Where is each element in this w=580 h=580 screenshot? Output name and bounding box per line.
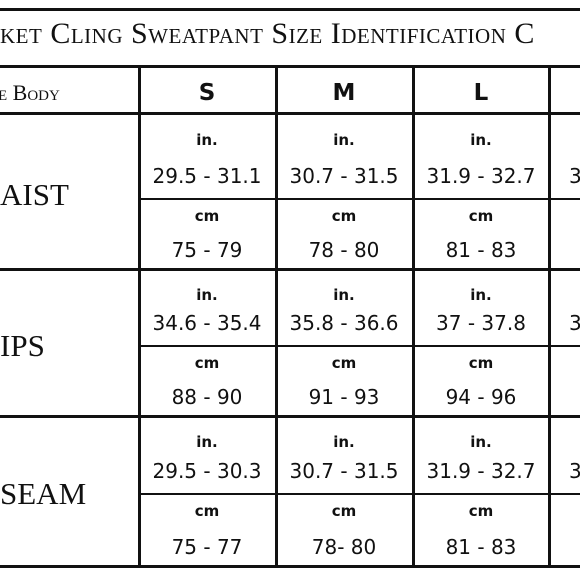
measurement: 30.7 - 31.5 (289, 459, 399, 483)
measurement: 38 (569, 311, 580, 335)
unit-label: in. (470, 286, 492, 304)
size-heading: M (332, 80, 356, 106)
measurement: 29.5 - 30.3 (152, 459, 262, 483)
header-label: e Body (0, 80, 60, 105)
chart-title: ket Cling Sweatpant Size Identification … (0, 17, 535, 50)
measurement: 81 - 83 (445, 535, 517, 559)
measurement: 75 - 77 (171, 535, 243, 559)
measurement: 34.6 - 35.4 (152, 311, 262, 335)
unit-label: cm (194, 502, 220, 520)
measurement: 75 - 79 (171, 238, 243, 262)
measurement: 81 - 83 (445, 238, 517, 262)
unit-label: in. (470, 131, 492, 149)
measurement: 31.9 - 32.7 (426, 459, 536, 483)
unit-label: in. (196, 433, 218, 451)
row-divider (138, 198, 580, 200)
unit-label: in. (470, 433, 492, 451)
measurement: 37 - 37.8 (436, 311, 526, 335)
table-border (0, 112, 580, 115)
unit-label: cm (194, 207, 220, 225)
unit-label: cm (468, 354, 494, 372)
unit-label: in. (333, 286, 355, 304)
unit-label: cm (331, 502, 357, 520)
measurement: 35.8 - 36.6 (289, 311, 399, 335)
measurement: 30.7 - 31.5 (289, 164, 399, 188)
measurement: 94 - 96 (445, 385, 517, 409)
table-border (0, 65, 580, 68)
unit-label: cm (468, 207, 494, 225)
row-label: SEAM (0, 476, 87, 511)
unit-label: cm (194, 354, 220, 372)
size-heading: L (473, 80, 489, 106)
table-border (0, 415, 580, 418)
measurement: 31.9 - 32.7 (426, 164, 536, 188)
column-border (138, 66, 141, 567)
measurement: 91 - 93 (308, 385, 380, 409)
unit-label: cm (331, 207, 357, 225)
size-heading: S (198, 80, 216, 106)
measurement: 78- 80 (311, 535, 377, 559)
unit-label: in. (196, 131, 218, 149)
row-label: IPS (0, 327, 45, 363)
measurement: 33 (569, 459, 580, 483)
measurement: 78 - 80 (308, 238, 380, 262)
column-border (412, 66, 415, 567)
table-border (0, 8, 580, 11)
unit-label: in. (333, 433, 355, 451)
unit-label: in. (333, 131, 355, 149)
unit-label: cm (331, 354, 357, 372)
row-divider (138, 345, 580, 347)
column-border (548, 66, 551, 567)
unit-label: cm (468, 502, 494, 520)
table-border (0, 565, 580, 568)
unit-label: in. (196, 286, 218, 304)
measurement: 88 - 90 (171, 385, 243, 409)
row-label: AIST (0, 176, 69, 212)
measurement: 29.5 - 31.1 (152, 164, 262, 188)
row-divider (138, 493, 580, 495)
column-border (275, 66, 278, 567)
measurement: 33 (569, 164, 580, 188)
table-border (0, 268, 580, 271)
